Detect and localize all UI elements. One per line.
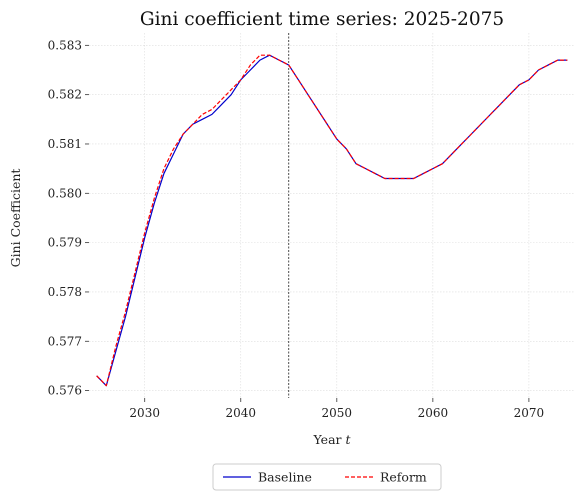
y-tick-label: 0.581	[48, 137, 82, 151]
x-tick-label: 2050	[322, 406, 353, 420]
series-line-reform	[96, 54, 568, 387]
y-tick-label: 0.578	[48, 285, 82, 299]
legend-box	[212, 463, 442, 491]
legend-label-baseline: Baseline	[258, 470, 312, 485]
axes: 2030 2040 2050 2060 2070 0.576 0.577 0.578 0.579…	[48, 38, 545, 420]
y-tick-label: 0.580	[48, 186, 82, 200]
x-tick-label: 2060	[418, 406, 449, 420]
legend-label-reform: Reform	[380, 470, 427, 485]
x-axis-label-variable: t	[345, 432, 351, 447]
chart-title: Gini coefficient time series: 2025-2075	[140, 9, 504, 30]
y-tick-label: 0.579	[48, 236, 82, 250]
x-tick-label: 2030	[129, 406, 160, 420]
y-tick-label: 0.582	[48, 88, 82, 102]
x-axis-label: Year t	[313, 432, 352, 447]
y-tick-label: 0.583	[48, 38, 82, 52]
y-tick-label: 0.577	[48, 334, 82, 348]
grid	[89, 33, 575, 398]
y-axis-label: Gini Coefficient	[8, 169, 23, 268]
x-tick-label: 2040	[225, 406, 256, 420]
series-line-baseline	[96, 54, 568, 387]
x-axis-label-prefix: Year	[313, 432, 346, 447]
y-tick-label: 0.576	[48, 384, 82, 398]
legend: Baseline Reform	[212, 463, 442, 491]
x-tick-label: 2070	[514, 406, 545, 420]
series-lines	[96, 33, 568, 398]
